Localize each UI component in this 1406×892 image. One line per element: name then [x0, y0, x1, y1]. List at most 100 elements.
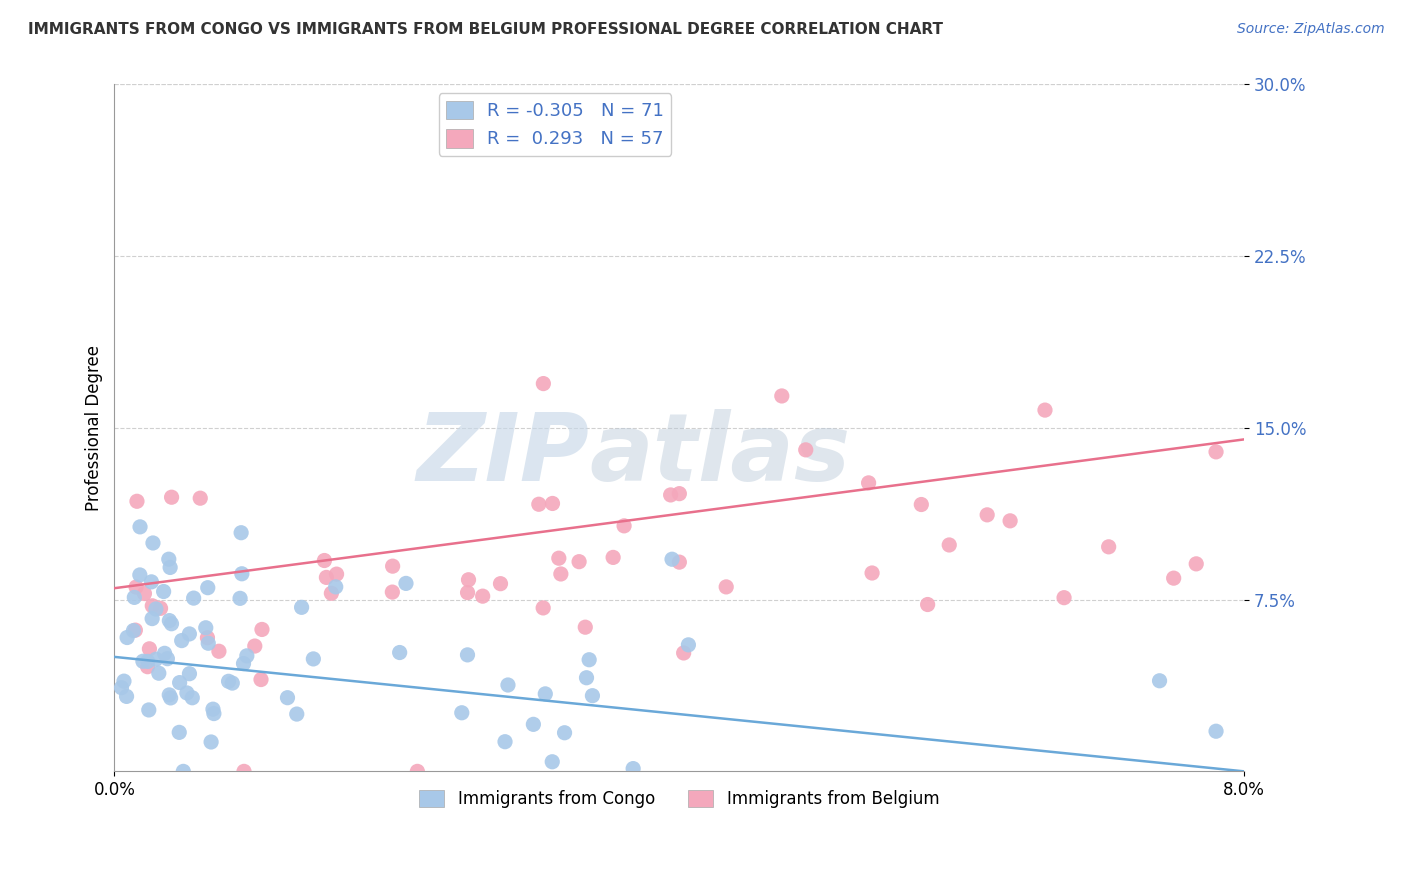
Point — [179, 666, 201, 681]
Point — [122, 624, 145, 638]
Point — [153, 646, 176, 660]
Point — [129, 520, 152, 534]
Point — [138, 641, 160, 656]
Point — [124, 623, 146, 637]
Point — [1033, 403, 1056, 417]
Point — [197, 581, 219, 595]
Point — [157, 552, 180, 566]
Point — [229, 525, 252, 540]
Point — [302, 652, 325, 666]
Point — [659, 488, 682, 502]
Point — [496, 678, 519, 692]
Point — [457, 573, 479, 587]
Point — [534, 687, 557, 701]
Point — [250, 623, 273, 637]
Point — [250, 673, 273, 687]
Point — [200, 735, 222, 749]
Point — [208, 644, 231, 658]
Point — [233, 764, 256, 779]
Point — [202, 706, 225, 721]
Point — [285, 707, 308, 722]
Point — [668, 486, 690, 500]
Point — [678, 638, 700, 652]
Point — [325, 567, 347, 582]
Y-axis label: Professional Degree: Professional Degree — [86, 345, 103, 511]
Point — [170, 633, 193, 648]
Point — [141, 574, 163, 589]
Point — [668, 555, 690, 569]
Point — [124, 591, 146, 605]
Point — [141, 611, 163, 625]
Point — [531, 601, 554, 615]
Point — [183, 591, 205, 606]
Point — [672, 646, 695, 660]
Point — [602, 550, 624, 565]
Point — [321, 586, 343, 600]
Point — [145, 602, 167, 616]
Point — [1053, 591, 1076, 605]
Point — [149, 601, 172, 615]
Point — [315, 570, 337, 584]
Point — [406, 764, 429, 779]
Point — [276, 690, 298, 705]
Point — [160, 616, 183, 631]
Point — [152, 584, 174, 599]
Point — [794, 442, 817, 457]
Point — [156, 651, 179, 665]
Point — [138, 703, 160, 717]
Point — [716, 580, 738, 594]
Point — [522, 717, 544, 731]
Text: atlas: atlas — [589, 409, 851, 501]
Point — [858, 475, 880, 490]
Point — [110, 681, 132, 695]
Point — [157, 688, 180, 702]
Point — [141, 599, 163, 613]
Point — [381, 559, 404, 574]
Point — [1163, 571, 1185, 585]
Point — [232, 657, 254, 671]
Point — [172, 764, 194, 779]
Point — [229, 591, 252, 606]
Point — [136, 655, 159, 669]
Point — [568, 555, 591, 569]
Point — [541, 496, 564, 510]
Point — [1098, 540, 1121, 554]
Point — [471, 589, 494, 603]
Point — [115, 690, 138, 704]
Point — [236, 648, 259, 663]
Point — [917, 598, 939, 612]
Point — [575, 671, 598, 685]
Point — [125, 580, 148, 594]
Point — [197, 631, 219, 645]
Point — [132, 654, 155, 668]
Point — [181, 690, 204, 705]
Point — [457, 585, 479, 599]
Point — [494, 735, 516, 749]
Point — [547, 551, 569, 566]
Point — [770, 389, 793, 403]
Point — [128, 568, 150, 582]
Text: ZIP: ZIP — [416, 409, 589, 501]
Point — [388, 646, 411, 660]
Point — [661, 552, 683, 566]
Point — [159, 560, 181, 574]
Point — [1205, 724, 1227, 739]
Point — [381, 585, 404, 599]
Point — [176, 686, 198, 700]
Point — [489, 576, 512, 591]
Point — [550, 566, 572, 581]
Point — [578, 653, 600, 667]
Point — [998, 514, 1021, 528]
Point — [201, 702, 224, 716]
Point — [291, 600, 314, 615]
Point — [613, 519, 636, 533]
Point — [179, 627, 201, 641]
Point — [136, 659, 159, 673]
Point — [115, 631, 138, 645]
Point — [621, 762, 644, 776]
Legend: Immigrants from Congo, Immigrants from Belgium: Immigrants from Congo, Immigrants from B… — [413, 783, 946, 814]
Point — [581, 689, 603, 703]
Point — [218, 674, 240, 689]
Point — [938, 538, 960, 552]
Point — [243, 639, 266, 653]
